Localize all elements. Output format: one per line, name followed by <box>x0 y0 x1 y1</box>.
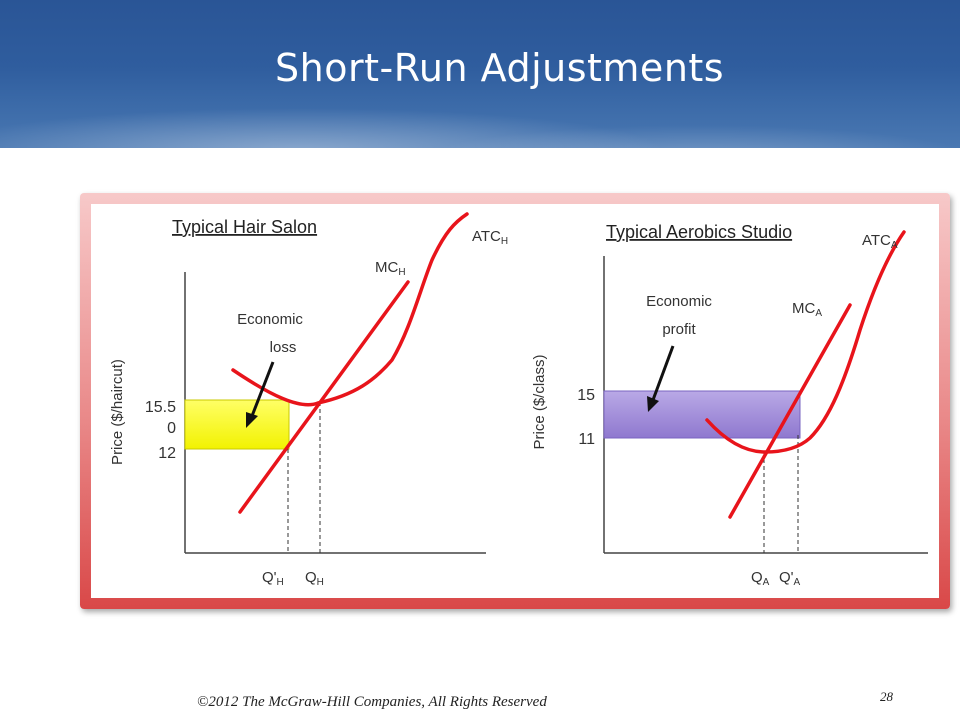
hair-salon-atc-label: ATCH <box>472 228 508 247</box>
hair-salon-y-label: Price ($/haircut) <box>109 359 126 465</box>
hair-salon-q-label: QH <box>305 569 324 588</box>
economic-profit-label-line2: profit <box>662 321 696 338</box>
aerobics-studio-price-tick-high: 15 <box>577 387 595 404</box>
hair-salon-price-tick-low: 12 <box>158 445 176 462</box>
aerobics-studio-q-label: QA <box>751 569 770 588</box>
aerobics-studio-y-label: Price ($/class) <box>531 354 548 449</box>
hair-salon-graph: Typical Hair Salon Price ($/haircut) 15.… <box>109 212 508 588</box>
aerobics-studio-graph: Typical Aerobics Studio Price ($/class) … <box>531 222 928 588</box>
economic-profit-arrowhead <box>647 396 659 412</box>
hair-salon-mc-curve <box>238 280 410 514</box>
hair-salon-atc-curve <box>231 212 469 407</box>
aerobics-studio-q-prime-label: Q'A <box>779 569 801 588</box>
economic-loss-arrowhead <box>246 412 258 428</box>
hair-salon-price-tick-high: 15.5 <box>145 399 176 416</box>
aerobics-studio-title: Typical Aerobics Studio <box>606 222 792 242</box>
aerobics-studio-mc-label: MCA <box>792 300 822 319</box>
hair-salon-price-tick-high-extra: 0 <box>167 420 176 437</box>
page-number: 28 <box>880 689 893 704</box>
economic-loss-area <box>184 399 290 450</box>
aerobics-studio-price-tick-low: 11 <box>578 431 595 448</box>
aerobics-studio-atc-curve <box>705 230 906 454</box>
economic-loss-label-line1: Economic <box>237 311 303 328</box>
economic-profit-area <box>603 390 801 439</box>
hair-salon-q-prime-label: Q'H <box>262 569 284 588</box>
hair-salon-mc-label: MCH <box>375 259 406 278</box>
title-banner: Short-Run Adjustments <box>0 0 960 148</box>
hair-salon-title: Typical Hair Salon <box>172 217 317 237</box>
copyright-footer: ©2012 The McGraw-Hill Companies, All Rig… <box>197 694 547 710</box>
economic-profit-arrow <box>651 345 675 401</box>
banner-background <box>0 0 960 148</box>
economic-loss-arrow <box>250 361 275 417</box>
economic-loss-label-line2: loss <box>270 339 297 356</box>
slide-title: Short-Run Adjustments <box>275 46 725 90</box>
aerobics-studio-mc-curve <box>728 303 852 519</box>
aerobics-studio-atc-label: ATCA <box>862 232 898 251</box>
economic-profit-label-line1: Economic <box>646 293 712 310</box>
